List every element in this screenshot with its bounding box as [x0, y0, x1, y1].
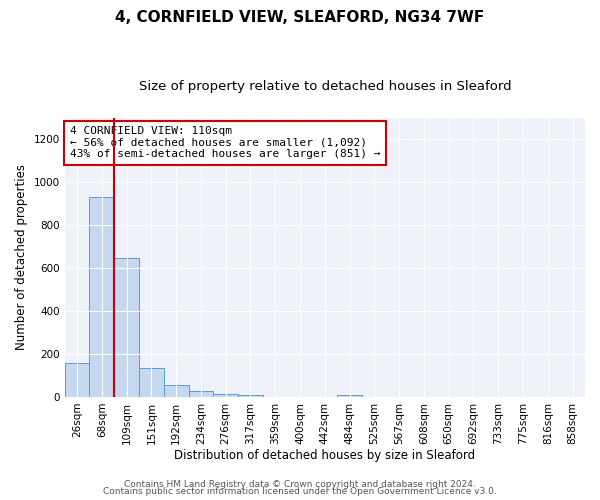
Text: Contains public sector information licensed under the Open Government Licence v3: Contains public sector information licen…	[103, 487, 497, 496]
Text: Contains HM Land Registry data © Crown copyright and database right 2024.: Contains HM Land Registry data © Crown c…	[124, 480, 476, 489]
Bar	[114, 258, 139, 397]
Bar	[65, 362, 89, 397]
X-axis label: Distribution of detached houses by size in Sleaford: Distribution of detached houses by size …	[174, 450, 475, 462]
Bar	[188, 391, 214, 397]
Bar	[89, 197, 114, 397]
Title: Size of property relative to detached houses in Sleaford: Size of property relative to detached ho…	[139, 80, 511, 93]
Bar	[139, 368, 164, 397]
Bar	[164, 385, 188, 397]
Bar	[337, 395, 362, 397]
Text: 4, CORNFIELD VIEW, SLEAFORD, NG34 7WF: 4, CORNFIELD VIEW, SLEAFORD, NG34 7WF	[115, 10, 485, 25]
Bar	[238, 395, 263, 397]
Bar	[214, 394, 238, 397]
Y-axis label: Number of detached properties: Number of detached properties	[15, 164, 28, 350]
Text: 4 CORNFIELD VIEW: 110sqm
← 56% of detached houses are smaller (1,092)
43% of sem: 4 CORNFIELD VIEW: 110sqm ← 56% of detach…	[70, 126, 380, 160]
